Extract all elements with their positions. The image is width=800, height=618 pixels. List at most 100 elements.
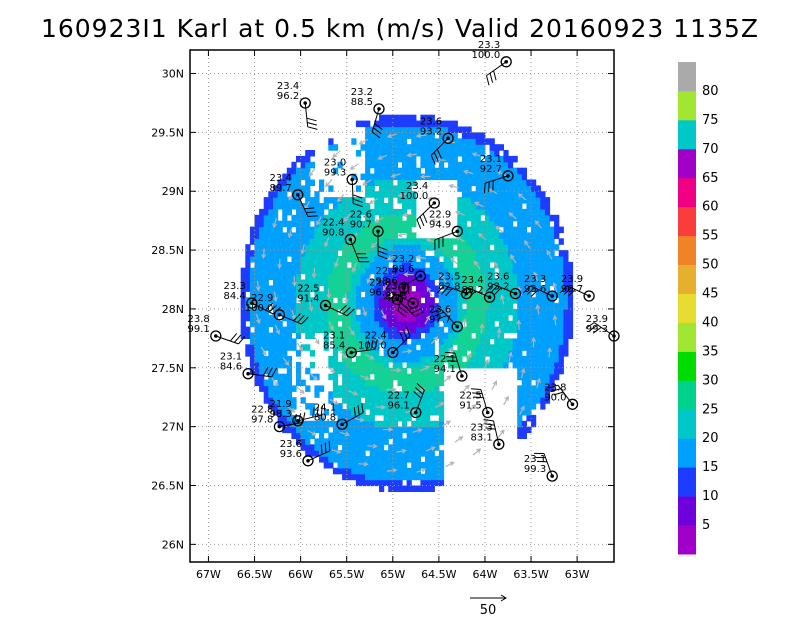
speed-cell xyxy=(383,155,389,163)
speed-cell xyxy=(554,244,560,251)
speed-cell xyxy=(249,350,256,357)
speed-cell xyxy=(508,238,514,245)
speed-cell xyxy=(383,338,389,345)
speed-cell xyxy=(425,167,431,175)
flow-arrow xyxy=(274,324,280,334)
speed-cell xyxy=(558,303,564,310)
speed-cell xyxy=(296,261,302,269)
speed-cell xyxy=(392,462,398,469)
speed-cell xyxy=(402,485,408,492)
speed-cell xyxy=(291,338,297,345)
speed-cell xyxy=(314,373,320,381)
speed-cell xyxy=(425,291,431,298)
speed-cell xyxy=(328,373,334,381)
flow-arrow-head xyxy=(446,375,452,381)
wind-barb-feather xyxy=(436,148,442,159)
speed-cell xyxy=(448,361,454,369)
speed-cell xyxy=(351,208,357,216)
speed-cell xyxy=(402,179,408,186)
speed-cell xyxy=(291,403,297,410)
flow-arrow-head xyxy=(415,133,421,139)
speed-cell xyxy=(471,344,477,351)
speed-cell xyxy=(480,167,486,175)
speed-cell xyxy=(277,203,283,210)
speed-cell xyxy=(503,150,509,157)
colorbar-segment xyxy=(678,438,696,468)
speed-cell xyxy=(291,261,297,269)
speed-cell xyxy=(567,261,574,269)
speed-cell xyxy=(309,403,315,410)
station-ring xyxy=(482,406,494,419)
x-tick-label: 65.5W xyxy=(329,568,364,581)
speed-cell xyxy=(443,303,449,310)
wind-barb-feather xyxy=(402,329,408,340)
speed-cell xyxy=(305,155,311,163)
wind-barb-feather xyxy=(352,198,363,203)
speed-cell xyxy=(259,267,265,275)
flow-arrow-head xyxy=(256,318,261,325)
speed-cell xyxy=(259,273,265,281)
speed-cell xyxy=(392,238,398,245)
speed-cell xyxy=(388,367,394,375)
speed-cell xyxy=(475,256,481,263)
flow-arrow xyxy=(533,272,539,282)
speed-cell xyxy=(296,285,302,292)
speed-cell xyxy=(383,126,389,133)
speed-cell xyxy=(531,250,537,257)
speed-cell xyxy=(512,320,518,328)
speed-cell xyxy=(332,391,339,398)
speed-cell xyxy=(452,314,458,322)
speed-cell xyxy=(323,214,329,222)
speed-cell xyxy=(406,350,412,357)
speed-cell xyxy=(531,279,537,286)
speed-cell xyxy=(365,191,371,198)
speed-cell xyxy=(379,167,385,175)
speed-cell xyxy=(480,179,486,186)
speed-cell xyxy=(360,473,366,481)
speed-cell xyxy=(300,161,306,169)
speed-cell xyxy=(332,450,339,457)
speed-cell xyxy=(369,444,375,451)
speed-cell xyxy=(406,114,412,122)
speed-cell xyxy=(411,179,417,186)
speed-cell xyxy=(383,397,389,404)
speed-cell xyxy=(383,214,389,222)
speed-cell xyxy=(300,279,306,286)
speed-cell xyxy=(342,238,348,245)
speed-cell xyxy=(425,426,431,434)
speed-cell xyxy=(379,226,385,234)
speed-cell xyxy=(512,208,518,216)
speed-cell xyxy=(277,291,283,298)
wind-barb-feather xyxy=(391,295,400,304)
speed-cell xyxy=(544,397,551,404)
speed-cell xyxy=(328,261,334,269)
speed-cell xyxy=(402,420,408,428)
station-label: 95.8 xyxy=(385,291,407,302)
speed-cell xyxy=(286,291,292,298)
speed-cell xyxy=(397,467,403,475)
speed-cell xyxy=(277,320,283,328)
speed-cell xyxy=(337,467,343,475)
speed-cell xyxy=(517,356,523,363)
x-tick-label: 63.5W xyxy=(513,568,548,581)
flow-arrow-head xyxy=(524,240,529,246)
speed-cell xyxy=(319,238,325,245)
speed-cell xyxy=(480,226,486,234)
station-dot xyxy=(414,410,418,415)
speed-cell xyxy=(406,291,412,298)
speed-cell xyxy=(535,244,541,251)
station-dot xyxy=(411,301,415,305)
speed-cell xyxy=(526,308,532,316)
speed-cell xyxy=(406,250,412,257)
speed-cell xyxy=(461,185,468,192)
flow-arrow-head xyxy=(374,218,380,223)
station-marker: 23.595.8 xyxy=(383,281,419,309)
speed-cell xyxy=(549,350,555,357)
speed-cell xyxy=(521,426,527,434)
speed-cell xyxy=(305,385,311,392)
speed-cell xyxy=(392,473,398,481)
speed-cell xyxy=(521,208,527,216)
speed-cell xyxy=(434,391,440,398)
flow-arrow xyxy=(491,381,497,390)
speed-cell xyxy=(319,267,325,275)
